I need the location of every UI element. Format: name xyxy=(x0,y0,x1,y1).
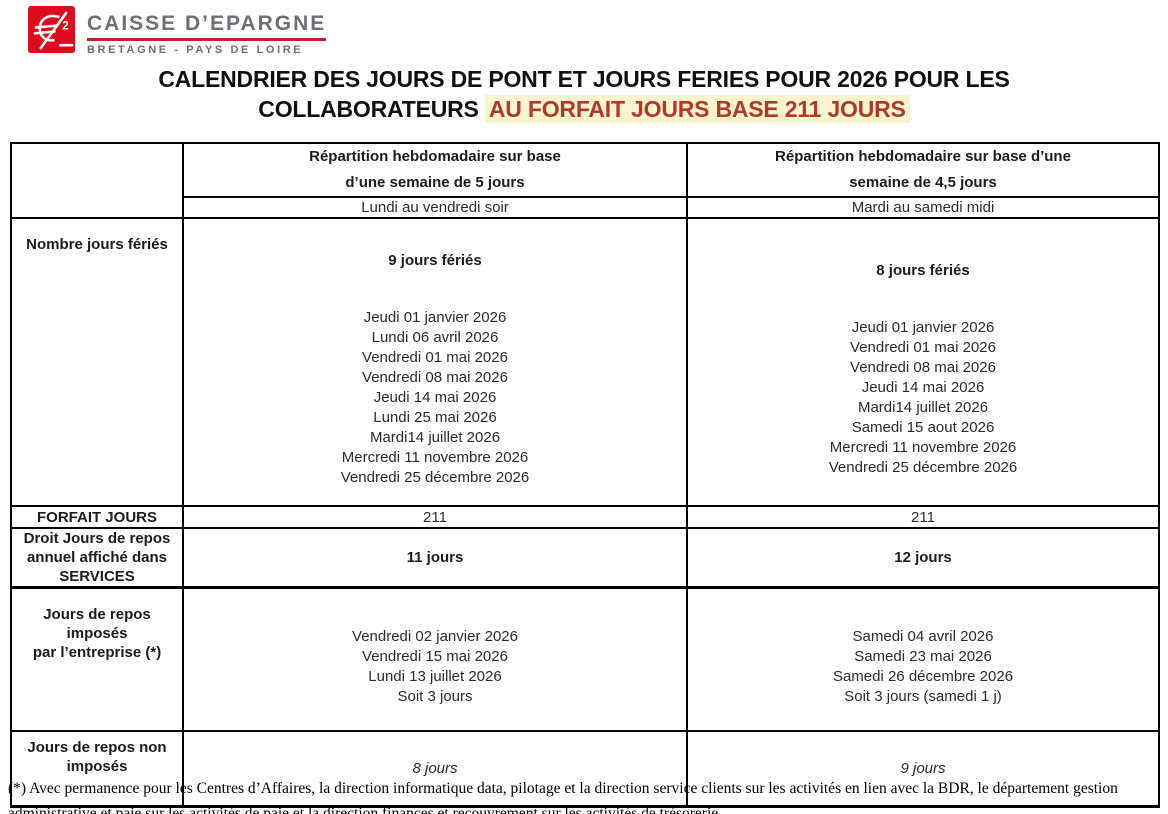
squirrel-logo-icon: 2 xyxy=(28,6,75,53)
table-row-droit-repos: Droit Jours de repos annuel affiché dans… xyxy=(10,527,1160,589)
title-line1: CALENDRIER DES JOURS DE PONT ET JOURS FE… xyxy=(158,66,1010,92)
page-title: CALENDRIER DES JOURS DE PONT ET JOURS FE… xyxy=(0,64,1168,124)
table-row-repos-imposes: Jours de repos imposés par l’entreprise … xyxy=(10,586,1160,732)
logo-underline xyxy=(87,38,327,41)
feries-cell-5-jours: 9 jours fériés Jeudi 01 janvier 2026 Lun… xyxy=(182,217,688,507)
corner-cell xyxy=(10,142,184,219)
caisse-epargne-logo: 2 CAISSE D’EPARGNE BRETAGNE - PAYS DE LO… xyxy=(28,6,327,56)
feries-dates-5: Jeudi 01 janvier 2026 Lundi 06 avril 202… xyxy=(340,309,530,486)
feries-count-5: 9 jours fériés xyxy=(388,252,482,269)
title-line2-prefix: COLLABORATEURS xyxy=(258,96,485,122)
imposes-dates-5: Vendredi 02 janvier 2026 Vendredi 15 mai… xyxy=(352,628,518,706)
row-label-repos-non-imposes: Jours de repos non imposés xyxy=(10,729,184,808)
forfait-value-5: 211 xyxy=(182,505,688,529)
logo-brand-text: CAISSE D’EPARGNE xyxy=(87,12,327,35)
imposes-cell-5: Vendredi 02 janvier 2026 Vendredi 15 mai… xyxy=(182,586,688,732)
title-highlight: AU FORFAIT JOURS BASE 211 JOURS xyxy=(484,95,910,123)
calendar-table: Répartition hebdomadaire sur base d’une … xyxy=(10,142,1160,808)
column-header-5-jours: Répartition hebdomadaire sur base d’une … xyxy=(182,142,688,198)
column-header-4-5-jours: Répartition hebdomadaire sur base d’une … xyxy=(686,142,1160,198)
title-line2: COLLABORATEURS AU FORFAIT JOURS BASE 211… xyxy=(0,94,1168,124)
table-row-forfait-jours: FORFAIT JOURS 211 211 xyxy=(10,505,1160,529)
feries-count-4-5: 8 jours fériés xyxy=(876,262,970,279)
logo-text-block: CAISSE D’EPARGNE BRETAGNE - PAYS DE LOIR… xyxy=(87,6,327,56)
table-row-repos-non-imposes: Jours de repos non imposés 8 jours 9 jou… xyxy=(10,729,1160,808)
row-label-forfait-jours: FORFAIT JOURS xyxy=(10,505,184,529)
row-label-jours-feries: Nombre jours fériés xyxy=(10,217,184,507)
header-row: Répartition hebdomadaire sur base d’une … xyxy=(10,142,1160,219)
svg-text:2: 2 xyxy=(62,20,69,33)
footnote-text: (*) Avec permanence pour les Centres d’A… xyxy=(8,780,1118,814)
non-imposes-value-5: 8 jours xyxy=(182,729,688,808)
feries-cell-4-5-jours: 8 jours fériés Jeudi 01 janvier 2026 Ven… xyxy=(686,217,1160,507)
imposes-cell-4-5: Samedi 04 avril 2026 Samedi 23 mai 2026 … xyxy=(686,586,1160,732)
feries-dates-4-5: Jeudi 01 janvier 2026 Vendredi 01 mai 20… xyxy=(828,319,1018,476)
subheader-row: Lundi au vendredi soir Mardi au samedi m… xyxy=(11,196,1160,219)
droit-value-5: 11 jours xyxy=(182,527,688,589)
imposes-dates-4-5: Samedi 04 avril 2026 Samedi 23 mai 2026 … xyxy=(832,628,1014,706)
subheader-5-jours: Lundi au vendredi soir xyxy=(182,196,688,219)
forfait-value-4-5: 211 xyxy=(686,505,1160,529)
row-label-repos-imposes: Jours de repos imposés par l’entreprise … xyxy=(10,586,184,732)
row-label-droit-repos: Droit Jours de repos annuel affiché dans… xyxy=(10,527,184,589)
table-row-jours-feries: Nombre jours fériés 9 jours fériés Jeudi… xyxy=(10,217,1160,507)
non-imposes-value-4-5: 9 jours xyxy=(686,729,1160,808)
droit-value-4-5: 12 jours xyxy=(686,527,1160,589)
subheader-4-5-jours: Mardi au samedi midi xyxy=(686,196,1160,219)
logo-region-text: BRETAGNE - PAYS DE LOIRE xyxy=(87,44,304,56)
